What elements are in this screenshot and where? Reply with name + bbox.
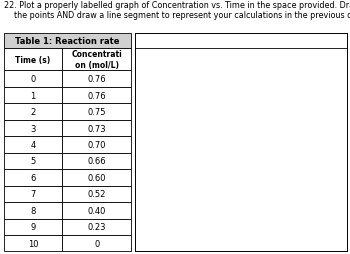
Text: 0.66: 0.66 bbox=[88, 157, 106, 166]
Bar bbox=[4, 120, 62, 137]
Bar bbox=[4, 71, 62, 88]
Text: 0.23: 0.23 bbox=[88, 223, 106, 231]
Bar bbox=[4, 153, 62, 169]
Bar bbox=[62, 104, 131, 120]
Text: the points AND draw a line segment to represent your calculations in the previou: the points AND draw a line segment to re… bbox=[4, 11, 350, 20]
Text: 0.52: 0.52 bbox=[88, 190, 106, 199]
Bar bbox=[62, 49, 131, 71]
Bar bbox=[62, 202, 131, 219]
Bar bbox=[62, 219, 131, 235]
Bar bbox=[4, 169, 62, 186]
Bar bbox=[62, 71, 131, 88]
Text: 0.70: 0.70 bbox=[88, 140, 106, 149]
Text: 8: 8 bbox=[30, 206, 36, 215]
Text: 0.76: 0.76 bbox=[88, 75, 106, 84]
Text: 5: 5 bbox=[30, 157, 35, 166]
Text: Concentrati
on (mol/L): Concentrati on (mol/L) bbox=[71, 50, 122, 70]
Bar bbox=[4, 88, 62, 104]
Text: Time (s): Time (s) bbox=[15, 55, 50, 64]
Text: 0.40: 0.40 bbox=[88, 206, 106, 215]
Text: 2: 2 bbox=[30, 108, 35, 117]
Bar bbox=[4, 186, 62, 202]
Bar bbox=[4, 219, 62, 235]
Text: 0.75: 0.75 bbox=[88, 108, 106, 117]
Text: 0.76: 0.76 bbox=[88, 91, 106, 100]
Bar bbox=[62, 169, 131, 186]
Bar bbox=[4, 235, 62, 251]
Text: 0: 0 bbox=[94, 239, 99, 248]
Text: Table 1: Reaction rate: Table 1: Reaction rate bbox=[15, 37, 120, 46]
Text: 7: 7 bbox=[30, 190, 36, 199]
Bar bbox=[4, 49, 62, 71]
Bar bbox=[62, 88, 131, 104]
Bar bbox=[62, 235, 131, 251]
Text: 0.60: 0.60 bbox=[88, 173, 106, 182]
Bar bbox=[4, 137, 62, 153]
Text: 1: 1 bbox=[30, 91, 35, 100]
Text: 0: 0 bbox=[30, 75, 35, 84]
Text: 9: 9 bbox=[30, 223, 35, 231]
Text: 10: 10 bbox=[28, 239, 38, 248]
Bar bbox=[62, 186, 131, 202]
Bar bbox=[4, 34, 131, 49]
Text: 6: 6 bbox=[30, 173, 36, 182]
Bar bbox=[62, 120, 131, 137]
Text: 22. Plot a properly labelled graph of Concentration vs. Time in the space provid: 22. Plot a properly labelled graph of Co… bbox=[4, 1, 350, 10]
Text: 0.73: 0.73 bbox=[88, 124, 106, 133]
Bar bbox=[62, 137, 131, 153]
Bar bbox=[4, 202, 62, 219]
Bar bbox=[4, 104, 62, 120]
Text: 3: 3 bbox=[30, 124, 36, 133]
Text: 4: 4 bbox=[30, 140, 35, 149]
Bar bbox=[62, 153, 131, 169]
